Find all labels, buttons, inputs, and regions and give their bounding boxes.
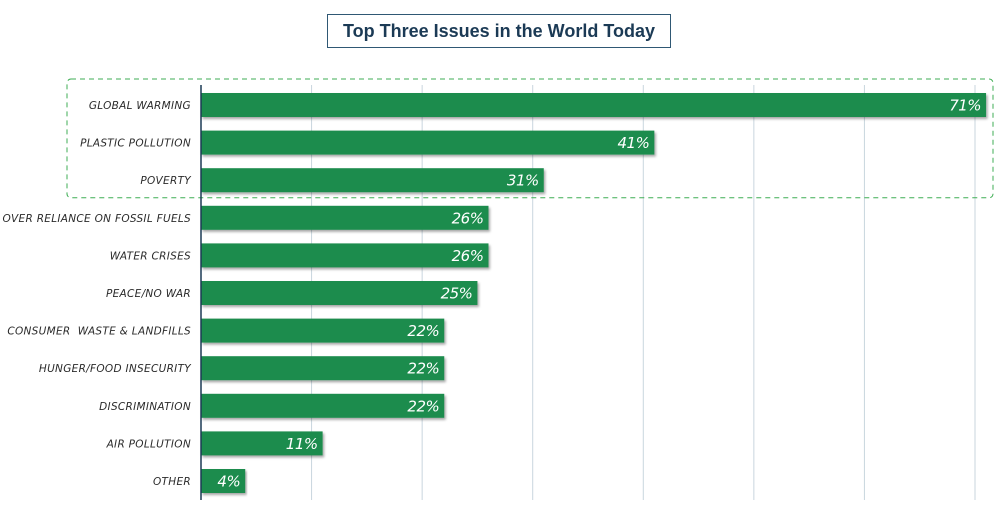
bar bbox=[201, 393, 445, 418]
value-label: 31% bbox=[507, 172, 539, 190]
value-label: 4% bbox=[217, 473, 240, 491]
category-label: GLOBAL WARMING bbox=[89, 100, 191, 112]
value-label: 26% bbox=[452, 247, 484, 265]
value-label: 41% bbox=[617, 134, 649, 152]
bar bbox=[201, 243, 489, 268]
bar bbox=[201, 431, 323, 456]
bar bbox=[201, 93, 987, 117]
bar bbox=[201, 469, 246, 493]
category-label: OTHER bbox=[153, 476, 191, 488]
value-label: 22% bbox=[407, 322, 439, 340]
bar bbox=[201, 205, 489, 230]
category-label: AIR POLLUTION bbox=[106, 438, 191, 450]
bar bbox=[201, 281, 478, 305]
highlight-box bbox=[66, 78, 994, 199]
category-label: CONSUMER WASTE & LANDFILLS bbox=[7, 326, 191, 338]
category-label: DISCRIMINATION bbox=[99, 401, 191, 413]
value-label: 25% bbox=[441, 285, 473, 303]
bar bbox=[201, 356, 445, 381]
category-label: OVER RELIANCE ON FOSSIL FUELS bbox=[2, 213, 191, 225]
chart-title: Top Three Issues in the World Today bbox=[327, 14, 671, 48]
value-label: 26% bbox=[452, 209, 484, 227]
category-label: PLASTIC POLLUTION bbox=[80, 138, 191, 150]
category-label: PEACE/NO WAR bbox=[106, 288, 191, 300]
category-label: HUNGER/FOOD INSECURITY bbox=[39, 363, 192, 375]
value-label: 22% bbox=[407, 360, 439, 378]
bar bbox=[201, 168, 544, 193]
category-label: WATER CRISES bbox=[110, 250, 191, 262]
value-label: 71% bbox=[949, 97, 981, 115]
bar bbox=[201, 318, 445, 343]
bar bbox=[201, 130, 655, 155]
category-label: POVERTY bbox=[140, 175, 192, 187]
value-label: 22% bbox=[407, 397, 439, 415]
value-label: 11% bbox=[286, 435, 318, 453]
